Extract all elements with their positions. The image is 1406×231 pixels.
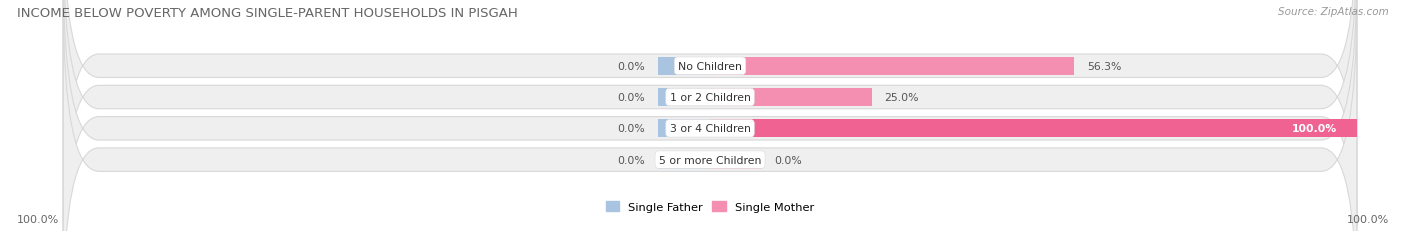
Text: 3 or 4 Children: 3 or 4 Children (669, 124, 751, 134)
Text: No Children: No Children (678, 61, 742, 71)
FancyBboxPatch shape (63, 0, 1357, 231)
Text: 100.0%: 100.0% (1292, 124, 1337, 134)
Legend: Single Father, Single Mother: Single Father, Single Mother (606, 201, 814, 212)
Bar (710, 151, 762, 169)
Bar (658, 120, 710, 138)
Text: 100.0%: 100.0% (17, 214, 59, 224)
Bar (710, 88, 872, 107)
FancyBboxPatch shape (63, 0, 1357, 231)
Text: Source: ZipAtlas.com: Source: ZipAtlas.com (1278, 7, 1389, 17)
Text: INCOME BELOW POVERTY AMONG SINGLE-PARENT HOUSEHOLDS IN PISGAH: INCOME BELOW POVERTY AMONG SINGLE-PARENT… (17, 7, 517, 20)
Text: 5 or more Children: 5 or more Children (659, 155, 761, 165)
Text: 0.0%: 0.0% (617, 124, 645, 134)
Bar (658, 58, 710, 76)
Bar (658, 151, 710, 169)
Text: 0.0%: 0.0% (617, 93, 645, 103)
Bar (710, 120, 1357, 138)
Text: 1 or 2 Children: 1 or 2 Children (669, 93, 751, 103)
Text: 25.0%: 25.0% (884, 93, 920, 103)
Bar (710, 58, 1074, 76)
FancyBboxPatch shape (63, 0, 1357, 231)
Text: 56.3%: 56.3% (1087, 61, 1122, 71)
Bar (658, 88, 710, 107)
Text: 0.0%: 0.0% (617, 155, 645, 165)
Text: 100.0%: 100.0% (1347, 214, 1389, 224)
Text: 0.0%: 0.0% (775, 155, 803, 165)
Text: 0.0%: 0.0% (617, 61, 645, 71)
FancyBboxPatch shape (63, 0, 1357, 226)
